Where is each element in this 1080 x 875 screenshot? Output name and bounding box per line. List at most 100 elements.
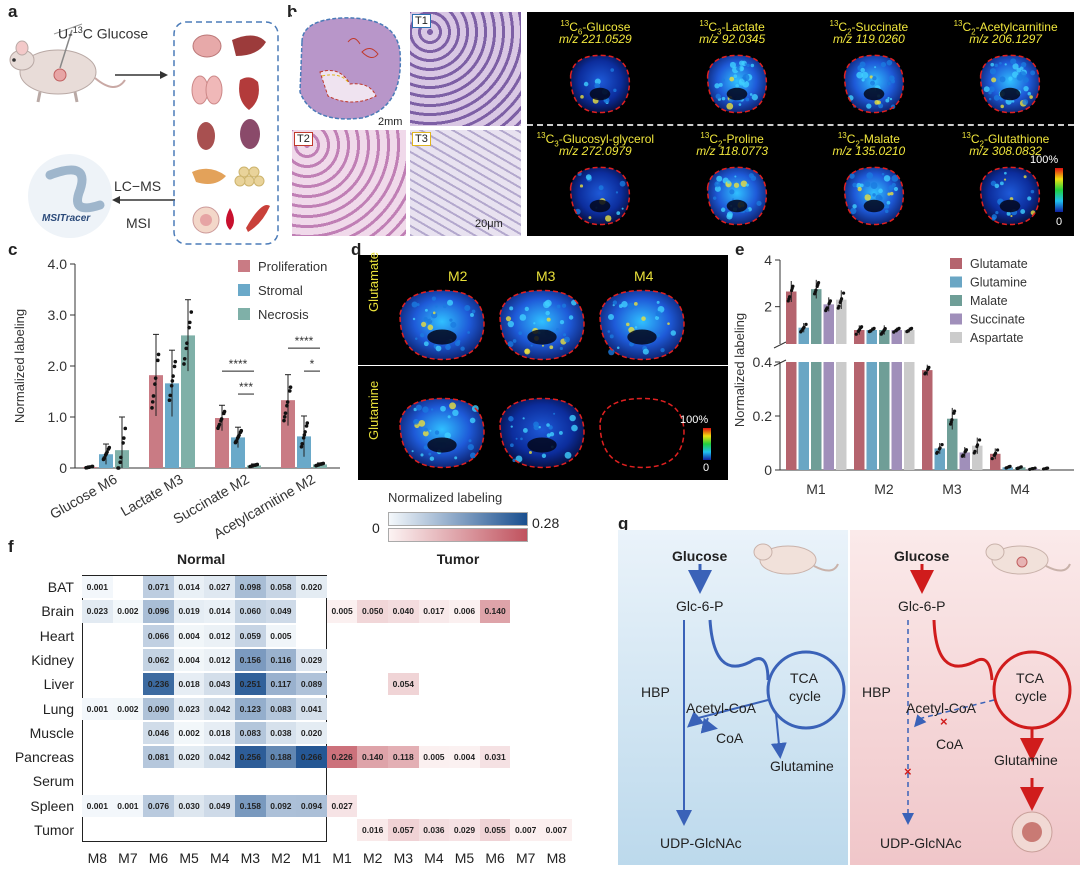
e-ytick-upper-label-0: 2: [764, 299, 772, 315]
e-dot-3-4-4: [1045, 466, 1050, 470]
f-cell-normal-0-7: 0.020: [296, 576, 327, 599]
e-bar-upper-1-2: [879, 330, 890, 344]
e-bar-upper-0-0: [786, 291, 797, 344]
c-bar-2-1: [231, 437, 245, 468]
c-dot-1-0-1: [153, 382, 157, 386]
g-tumor-cycle: cycle: [1015, 688, 1047, 704]
c-dot-1-1-4: [173, 359, 178, 364]
e-dot-3-4-3: [1042, 467, 1046, 471]
f-cell-normal-7-2: 0.081: [143, 746, 174, 769]
f-title-tumor: Tumor: [436, 551, 480, 567]
c-dot-1-2-2: [187, 325, 191, 330]
g-tumor-glucose: Glucose: [894, 548, 950, 564]
e-dot-1-4-5: [909, 326, 914, 330]
d-colorbar: [703, 428, 711, 460]
f-cell-normal-6-4: 0.018: [204, 721, 235, 745]
f-col-normal-1: M7: [118, 850, 138, 867]
e-legend-label-2: Malate: [970, 294, 1008, 308]
f-col-tumor-1: M2: [362, 850, 383, 867]
c-dot-1-0-0: [150, 406, 154, 410]
scale-20um: 20μm: [475, 218, 503, 230]
normal-panel-bg: [618, 530, 848, 865]
e-dot-0-3-5: [828, 299, 833, 303]
g-tumor-coa: CoA: [936, 736, 964, 752]
f-cell-tumor-1-2: 0.040: [388, 600, 419, 623]
norm-min: 0: [372, 520, 380, 536]
c-dot-3-1-0: [301, 436, 306, 440]
c-dot-0-2-6: [116, 466, 121, 470]
f-col-tumor-2: M3: [393, 850, 414, 867]
c-ytick-label-1: 1.0: [48, 409, 68, 425]
c-ytick-label-0: 0: [59, 460, 67, 476]
f-cell-normal-5-4: 0.042: [204, 697, 235, 720]
e-dot-1-2-5: [880, 330, 885, 334]
c-xlabel-0: Glucose M6: [47, 471, 120, 522]
msi-image-1: [702, 50, 772, 118]
f-cell-normal-4-6: 0.117: [265, 673, 297, 696]
norm-bar-blue: [388, 512, 528, 526]
e-dot-0-4-1: [841, 291, 846, 295]
e-dot-2-1-0: [940, 443, 944, 447]
f-row-label-6: Muscle: [29, 724, 74, 741]
e-dot-1-3-4: [892, 330, 896, 334]
e-dot-0-1-1: [804, 322, 808, 326]
f-cell-normal-7-7: 0.266: [296, 746, 327, 769]
c-dot-3-1-6: [303, 430, 307, 434]
e-bar-lower-1-3: [891, 362, 902, 470]
msi-title-6: 13C2-Malate: [837, 131, 900, 149]
f-cell-tumor-1-5: 0.140: [479, 600, 511, 623]
e-dot-0-3-4: [825, 306, 829, 310]
e-dot-3-2-4: [1016, 466, 1021, 470]
tumor-cell-icon: [1011, 811, 1053, 853]
chart-c: 0 1.0 2.0 3.0 4.0 Normalized labeling Glucose …: [12, 256, 340, 540]
msi-image-4: [565, 162, 635, 230]
f-cell-normal-1-5: 0.060: [235, 600, 266, 623]
f-cell-normal-5-0: 0.001: [82, 697, 113, 720]
f-cell-normal-4-5: 0.251: [235, 673, 266, 696]
c-dot-1-0-4: [153, 376, 158, 380]
normal-glycolysis-curve: [708, 619, 770, 681]
organ-icons: [191, 34, 270, 234]
normal-coa-arrow: [700, 717, 718, 734]
e-dot-0-2-4: [816, 281, 821, 285]
c-dot-3-1-5: [300, 441, 304, 446]
f-row-label-8: Serum: [32, 773, 74, 790]
e-dot-2-4-0: [977, 438, 982, 442]
e-dot-3-0-1: [995, 448, 1000, 452]
f-cell-tumor-7-3: 0.005: [418, 746, 450, 769]
c-dot-2-2-5: [254, 463, 258, 467]
c-dot-1-1-6: [171, 374, 175, 378]
c-dot-1-1-5: [168, 393, 172, 398]
e-dot-3-1-3: [1005, 466, 1009, 470]
e-legend-label-0: Glutamate: [970, 257, 1028, 271]
panel-label-d: d: [351, 240, 362, 259]
c-dot-3-2-6: [314, 463, 319, 468]
c-bar-3-2: [313, 464, 327, 468]
mouse-icon-normal: [753, 543, 839, 575]
e-bar-upper-0-3: [823, 304, 834, 344]
msitracer-logo: [28, 154, 112, 238]
e-dot-1-1-4: [869, 329, 873, 333]
normal-tca-circle: [766, 650, 846, 730]
d-col-m3: M3: [536, 268, 556, 284]
f-cell-normal-3-3: 0.004: [173, 648, 205, 672]
c-ytick-label-4: 4.0: [48, 256, 68, 272]
e-bar-lower-2-0: [922, 370, 933, 470]
c-sig-label-1: ***: [239, 380, 253, 394]
c-legend-label-2: Necrosis: [258, 307, 309, 322]
f-col-normal-3: M5: [179, 850, 199, 867]
f-cell-tumor-1-3: 0.017: [418, 600, 450, 623]
c-dot-2-0-4: [219, 417, 224, 421]
f-cell-normal-5-1: 0.002: [112, 697, 144, 720]
e-ytick-upper-label-1: 4: [764, 252, 772, 268]
e-bar-lower-2-1: [934, 448, 945, 470]
msi-image-0: [565, 50, 635, 118]
f-cell-tumor-10-4: 0.029: [449, 819, 480, 842]
f-cell-normal-3-4: 0.012: [204, 648, 235, 672]
e-bar-lower-0-1: [798, 362, 809, 470]
e-bar-lower-1-2: [879, 362, 890, 470]
f-cell-tumor-1-0: 0.005: [326, 600, 358, 623]
e-dot-1-0-4: [854, 332, 858, 336]
e-dot-1-0-2: [859, 325, 864, 329]
e-ytick-lower-label-0: 0: [764, 462, 772, 478]
